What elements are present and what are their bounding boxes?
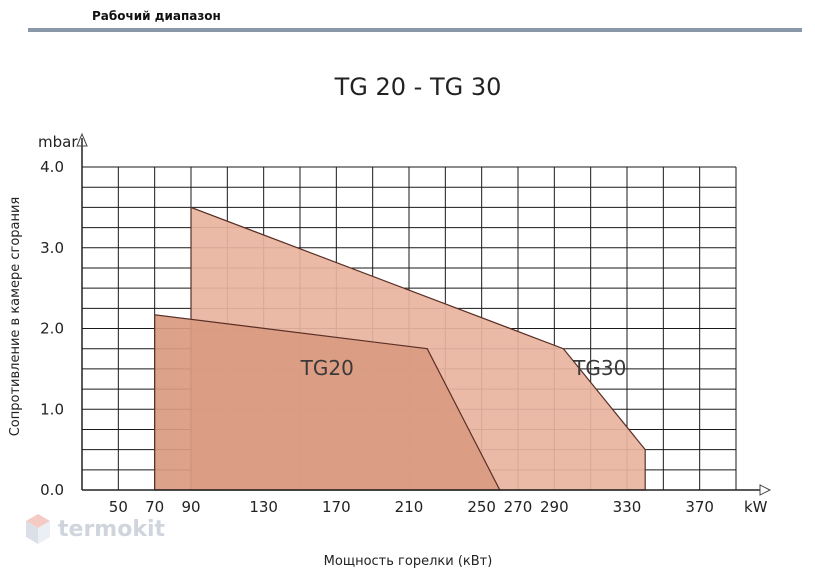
watermark: termokit bbox=[24, 512, 165, 546]
chart-areas bbox=[154, 206, 646, 491]
y-tick-label: 4.0 bbox=[40, 158, 64, 176]
x-axis-title: Мощность горелки (кВт) bbox=[324, 554, 493, 569]
chart-axes bbox=[76, 132, 772, 496]
y-tick-label: 0.0 bbox=[40, 481, 64, 499]
x-tick-label: 330 bbox=[613, 498, 642, 516]
x-tick-label: 290 bbox=[540, 498, 569, 516]
cube-logo-icon bbox=[26, 514, 50, 544]
y-tick-label: 3.0 bbox=[40, 239, 64, 257]
y-unit-label: mbar bbox=[38, 133, 78, 151]
header-rule bbox=[28, 28, 802, 32]
y-tick-label: 2.0 bbox=[40, 320, 64, 338]
series-label-tg30: TG30 bbox=[572, 356, 626, 380]
y-tick-label: 1.0 bbox=[40, 400, 64, 418]
chart-title: TG 20 - TG 30 bbox=[334, 73, 502, 101]
x-tick-label: 70 bbox=[145, 498, 164, 516]
x-tick-label: 270 bbox=[504, 498, 533, 516]
watermark-text: termokit bbox=[58, 516, 166, 542]
x-tick-label: 210 bbox=[395, 498, 424, 516]
x-tick-label: 50 bbox=[109, 498, 128, 516]
x-tick-label: 370 bbox=[685, 498, 714, 516]
chart-labels: kW mbar Сопротивление в камере сгорания Мощ… bbox=[8, 133, 768, 569]
x-tick-label: 250 bbox=[467, 498, 496, 516]
x-tick-label: 130 bbox=[249, 498, 278, 516]
y-axis-arrow-icon bbox=[76, 132, 88, 147]
x-axis-arrow-icon bbox=[759, 484, 772, 496]
x-tick-label: 170 bbox=[322, 498, 351, 516]
section-title: Рабочий диапазон bbox=[92, 9, 221, 23]
series-label-tg20: TG20 bbox=[300, 356, 354, 380]
x-unit-label: kW bbox=[744, 498, 768, 516]
y-axis-title: Сопротивление в камере сгорания bbox=[8, 197, 23, 437]
chart-ticks: 50 70 90 130 170 210 250 270 290 330 370 0.0 1.0 2.0 3… bbox=[40, 158, 714, 516]
x-tick-label: 90 bbox=[181, 498, 200, 516]
